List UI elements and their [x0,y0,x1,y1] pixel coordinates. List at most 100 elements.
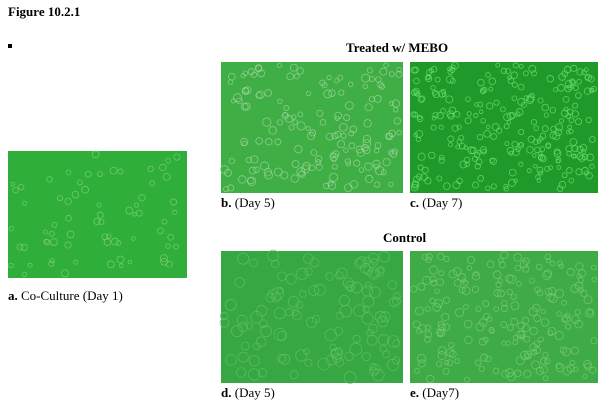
cell [156,227,164,235]
cell [60,269,69,278]
cell [132,212,137,217]
cell [323,89,333,99]
cell [572,84,579,91]
caption-label: b. [221,195,232,210]
cell [387,280,398,290]
cell [76,179,83,186]
cell [147,165,154,172]
cell [446,359,454,367]
cell [234,277,245,288]
cell [365,174,374,184]
cell [583,360,592,369]
cell [71,190,80,199]
cell [565,312,571,319]
cell [521,316,530,325]
cell [334,326,343,336]
cell [373,163,380,170]
cell [343,371,357,384]
cell [172,209,178,215]
cell [116,255,125,264]
cell [364,103,373,112]
cell [96,202,102,208]
cell [535,367,544,376]
cell [562,95,570,103]
cell [228,157,235,165]
cell [328,89,336,97]
cell [364,281,372,289]
cell [529,277,535,284]
cell [363,119,372,128]
cell [420,173,428,181]
cell [568,177,575,184]
cell [518,142,524,147]
cell [173,243,180,250]
cell [571,110,579,118]
cell [569,79,576,86]
cell [539,357,548,365]
cell [430,66,438,73]
cell [455,144,461,150]
cell [503,186,509,192]
cell [361,312,374,325]
cell [511,95,518,102]
cell [503,183,509,189]
cell [552,132,561,141]
cell [111,237,119,246]
cell [219,311,229,321]
cell [425,253,433,260]
cell [391,148,398,155]
cell [309,129,317,137]
cell [559,118,565,124]
cell [479,318,488,327]
cell [522,265,530,273]
cell [118,263,124,268]
cell [463,319,473,329]
cell [426,374,435,384]
cell [410,285,418,293]
caption: e. (Day7) [410,385,459,401]
cell [170,198,178,206]
cell [81,185,90,194]
cell [537,97,544,104]
cell [165,243,171,249]
caption-text: (Day 5) [234,195,275,210]
cell [380,169,387,176]
cell [255,91,263,99]
cell [557,83,565,92]
cell [513,253,522,262]
cell [570,153,577,159]
cell [424,305,431,312]
cell [553,87,559,93]
cell [348,130,355,137]
cell [508,178,516,187]
cell [434,288,440,294]
cell [568,128,574,134]
cell [575,118,583,126]
cell [247,176,257,186]
caption: b. (Day 5) [221,195,275,211]
cell [571,315,580,324]
cell [233,93,243,103]
cell [564,85,572,93]
cell [165,157,172,164]
cell [540,318,550,327]
cell [46,176,53,183]
cell [335,311,344,320]
cell [518,63,524,69]
cell [379,311,391,322]
cell [358,167,365,173]
cell [377,316,389,328]
cell [438,154,445,161]
cell [159,163,167,172]
cell [303,253,314,264]
cell [97,171,104,177]
cell [576,78,582,85]
cell [447,112,455,120]
cell [428,151,436,160]
cell [577,277,584,284]
cell [424,177,432,185]
cell [249,258,258,268]
cell [514,264,521,272]
cell [265,138,273,146]
cell [297,111,304,118]
